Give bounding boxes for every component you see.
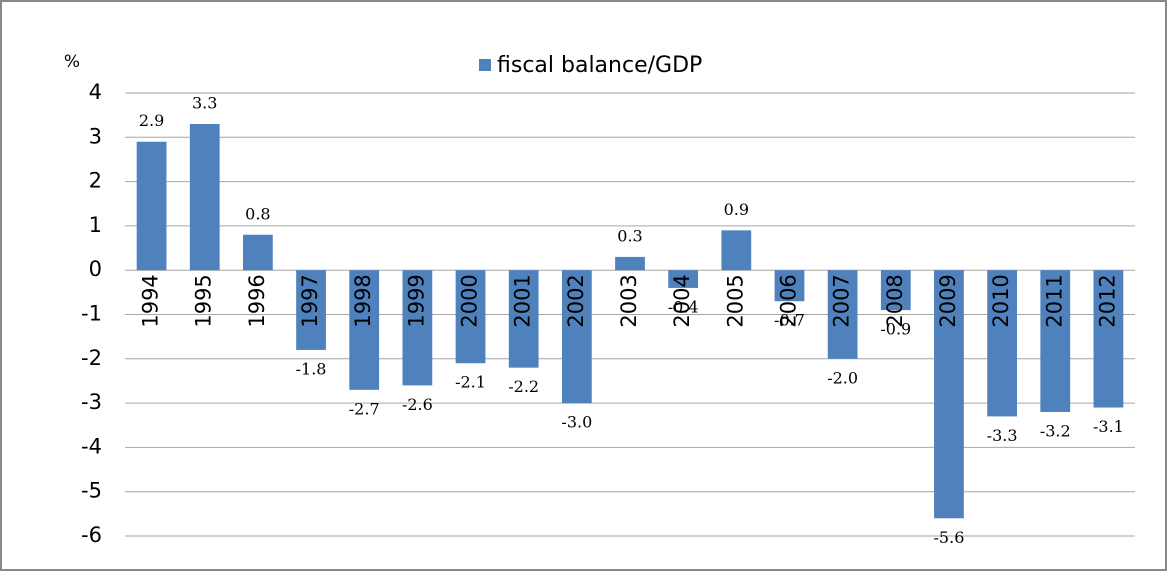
- y-tick-label: 0: [89, 257, 102, 281]
- legend-swatch: [479, 59, 491, 71]
- y-tick-label: -2: [81, 346, 102, 370]
- x-tick-label: 2004: [670, 274, 694, 327]
- x-tick-label: 2003: [617, 274, 641, 327]
- y-tick-label: -3: [81, 390, 102, 414]
- data-label: -1.8: [296, 359, 327, 378]
- data-label: -5.6: [934, 528, 965, 547]
- bar: [1040, 270, 1071, 412]
- x-tick-label: 2002: [564, 274, 588, 327]
- y-tick-label: -6: [81, 523, 102, 547]
- bar: [296, 270, 326, 350]
- data-label: -2.2: [508, 377, 539, 396]
- x-tick-label: 1994: [139, 274, 163, 327]
- bar: [774, 270, 805, 302]
- bar: [455, 270, 486, 364]
- x-tick-label: 2010: [989, 274, 1013, 327]
- data-label: 3.3: [192, 94, 217, 113]
- data-label: -2.6: [402, 395, 433, 414]
- bar: [349, 270, 380, 390]
- bar: [934, 270, 964, 519]
- data-label: -3.0: [561, 413, 592, 432]
- x-tick-label: 2011: [1042, 274, 1066, 327]
- data-label: 0.8: [245, 204, 270, 223]
- y-tick-label: -5: [81, 479, 102, 503]
- x-tick-label: 2008: [883, 274, 907, 327]
- bar: [136, 141, 167, 271]
- y-tick-label: -4: [81, 434, 102, 458]
- x-tick-label: 2012: [1095, 274, 1119, 327]
- data-label: 0.9: [724, 200, 749, 219]
- data-label: -2.7: [349, 399, 380, 418]
- bar: [243, 234, 273, 271]
- y-tick-label: 1: [89, 213, 102, 237]
- y-tick-label: 4: [89, 80, 102, 104]
- x-tick-label: 1995: [192, 274, 216, 327]
- x-tick-label: 2001: [511, 274, 535, 327]
- data-label: -0.9: [880, 320, 911, 339]
- bar: [880, 270, 911, 311]
- x-tick-label: 1999: [404, 274, 428, 327]
- x-tick-label: 1997: [298, 274, 322, 327]
- bar: [615, 256, 645, 271]
- bar: [1093, 270, 1124, 408]
- data-label: -3.2: [1040, 421, 1071, 440]
- legend-label: fiscal balance/GDP: [497, 53, 702, 78]
- bar: [561, 270, 592, 404]
- data-label: -2.1: [455, 373, 486, 392]
- data-label: -3.3: [987, 426, 1018, 445]
- y-axis-label: %: [64, 52, 80, 72]
- bar: [827, 270, 858, 359]
- data-label: -0.7: [774, 311, 805, 330]
- x-tick-label: 2006: [776, 274, 800, 327]
- x-tick-label: 2009: [936, 274, 960, 327]
- x-tick-label: 2000: [458, 274, 482, 327]
- y-tick-label: -1: [81, 302, 102, 326]
- bar: [508, 270, 539, 368]
- bar: [189, 124, 220, 271]
- data-label: 0.3: [617, 226, 642, 245]
- data-label: -2.0: [827, 368, 858, 387]
- bar: [402, 270, 433, 386]
- x-tick-label: 1998: [351, 274, 375, 327]
- data-label: -3.1: [1093, 417, 1124, 436]
- y-tick-label: 2: [89, 169, 102, 193]
- x-tick-label: 1996: [245, 274, 269, 327]
- data-label: -0.4: [668, 297, 699, 316]
- y-tick-label: 3: [89, 124, 102, 148]
- data-label: 2.9: [139, 111, 164, 130]
- bar: [721, 230, 752, 271]
- bar: [987, 270, 1017, 417]
- x-tick-label: 2007: [830, 274, 854, 327]
- x-tick-label: 2005: [723, 274, 747, 327]
- bar: [668, 270, 699, 288]
